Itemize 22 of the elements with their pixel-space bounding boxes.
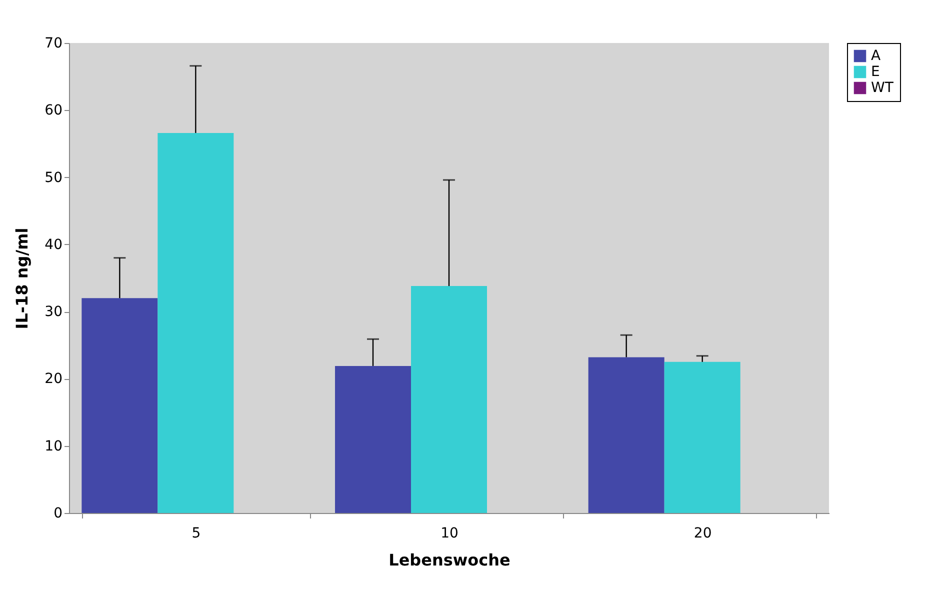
x-axis-title: Lebenswoche bbox=[388, 550, 511, 570]
y-axis-title: IL-18 ng/ml bbox=[12, 228, 32, 330]
y-tick-label: 30 bbox=[44, 304, 62, 320]
y-tick-label: 20 bbox=[44, 371, 62, 388]
x-tick-label: 5 bbox=[192, 526, 201, 542]
bar bbox=[588, 357, 664, 513]
bar bbox=[82, 298, 158, 513]
y-tick-label: 40 bbox=[44, 236, 62, 253]
legend-label: A bbox=[871, 48, 881, 64]
y-tick-label: 0 bbox=[54, 506, 62, 522]
bar bbox=[664, 362, 740, 513]
y-tick-label: 60 bbox=[44, 102, 62, 119]
x-tick-label: 10 bbox=[440, 526, 458, 542]
bar bbox=[411, 286, 487, 513]
legend-label: WT bbox=[871, 80, 894, 96]
y-tick-label: 70 bbox=[44, 36, 62, 52]
y-tick-label: 10 bbox=[44, 438, 62, 454]
y-tick-label: 50 bbox=[44, 170, 62, 186]
x-tick-label: 20 bbox=[694, 526, 712, 542]
bar bbox=[158, 132, 234, 513]
legend-label: E bbox=[871, 64, 880, 80]
bar bbox=[335, 366, 411, 513]
